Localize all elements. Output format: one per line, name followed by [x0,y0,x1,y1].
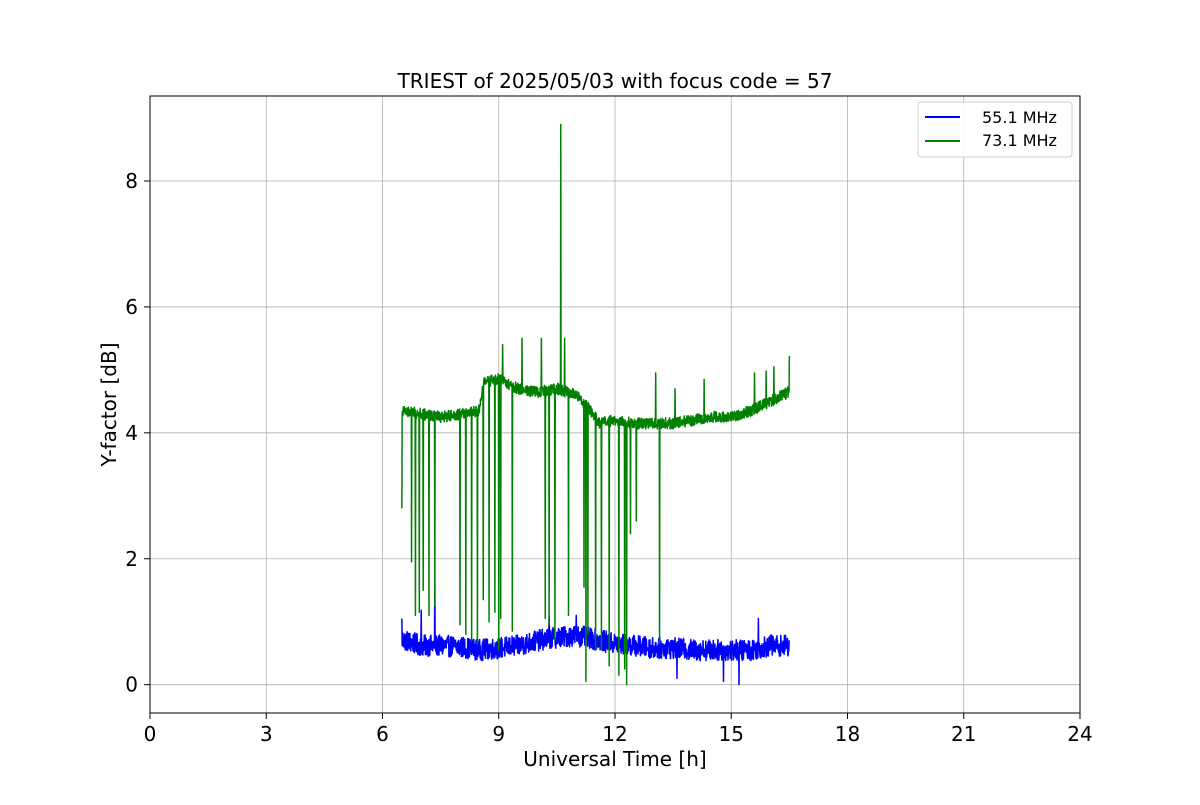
series-layer [401,123,791,686]
x-tick-label: 24 [1067,722,1092,746]
legend: 55.1 MHz 73.1 MHz [917,101,1073,158]
x-tick-label: 12 [602,722,627,746]
x-tick-label: 15 [719,722,744,746]
y-tick-label: 8 [125,169,138,193]
y-tick-label: 4 [125,421,138,445]
x-tick-label: 18 [835,722,860,746]
x-tick-label: 0 [144,722,157,746]
y-tick-label: 2 [125,547,138,571]
y-tick-label: 0 [125,673,138,697]
legend-box [917,101,1073,158]
x-axis-label: Universal Time [h] [523,747,706,771]
series-line-73mhz [401,123,791,686]
chart-title: TRIEST of 2025/05/03 with focus code = 5… [397,69,833,93]
x-tick-label: 21 [951,722,976,746]
x-tick-label: 9 [492,722,505,746]
y-tick-label: 6 [125,295,138,319]
x-tick-label: 3 [260,722,273,746]
legend-label-55mhz: 55.1 MHz [982,108,1057,127]
x-tick-label: 6 [376,722,389,746]
y-axis-label: Y-factor [dB] [97,342,121,467]
legend-label-73mhz: 73.1 MHz [982,131,1057,150]
